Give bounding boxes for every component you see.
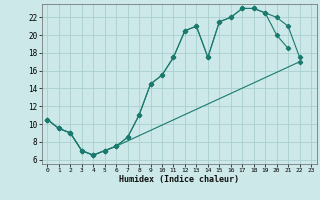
X-axis label: Humidex (Indice chaleur): Humidex (Indice chaleur) (119, 175, 239, 184)
